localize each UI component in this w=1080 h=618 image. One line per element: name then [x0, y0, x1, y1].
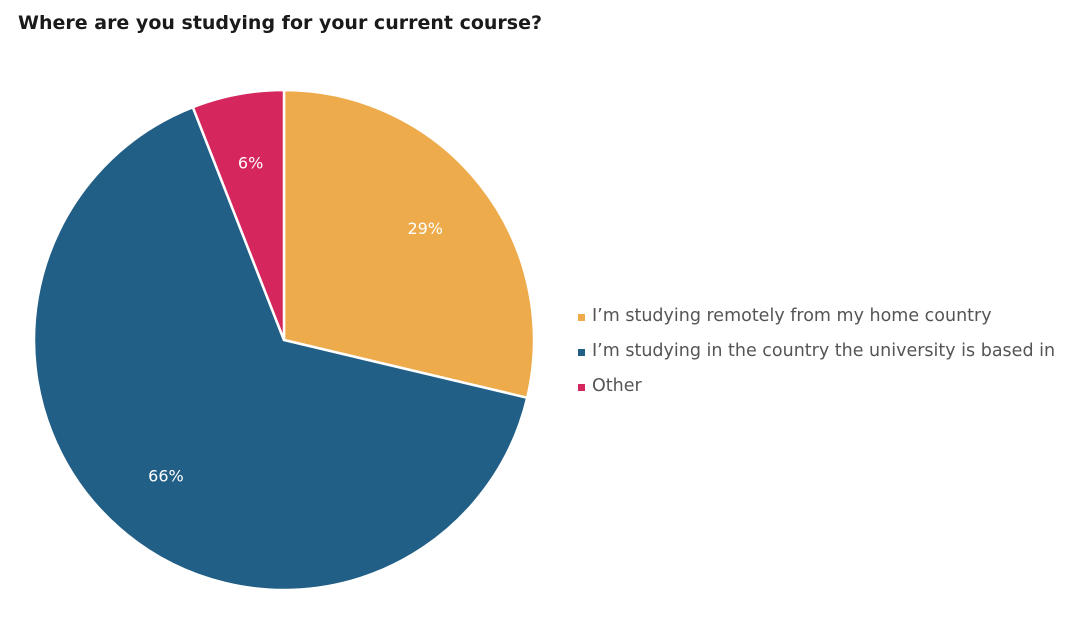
pie-slice-in-country[interactable] [32, 105, 529, 592]
pie-slice-labels: 29% 66% 6% [148, 154, 443, 486]
legend-label-other: Other [592, 375, 642, 396]
legend-swatch-other [578, 383, 585, 391]
legend-label-in-country: I’m studying in the country the universi… [592, 340, 1056, 361]
slice-label-other: 6% [238, 154, 263, 173]
pie-slice-other[interactable] [191, 88, 286, 342]
pie-slices [32, 88, 536, 592]
legend-item-in-country[interactable]: I’m studying in the country the universi… [578, 333, 1055, 368]
legend-item-other[interactable]: Other [578, 368, 1055, 403]
slice-label-in-country: 66% [148, 466, 184, 485]
legend-label-remote: I’m studying remotely from my home count… [592, 305, 992, 326]
legend-item-remote[interactable]: I’m studying remotely from my home count… [578, 298, 1055, 333]
legend: I’m studying remotely from my home count… [578, 298, 1055, 403]
pie-slice-remote[interactable] [282, 88, 536, 400]
legend-swatch-remote [578, 313, 585, 321]
slice-label-remote: 29% [407, 219, 443, 238]
chart-title: Where are you studying for your current … [18, 12, 542, 34]
legend-swatch-in-country [578, 348, 585, 356]
